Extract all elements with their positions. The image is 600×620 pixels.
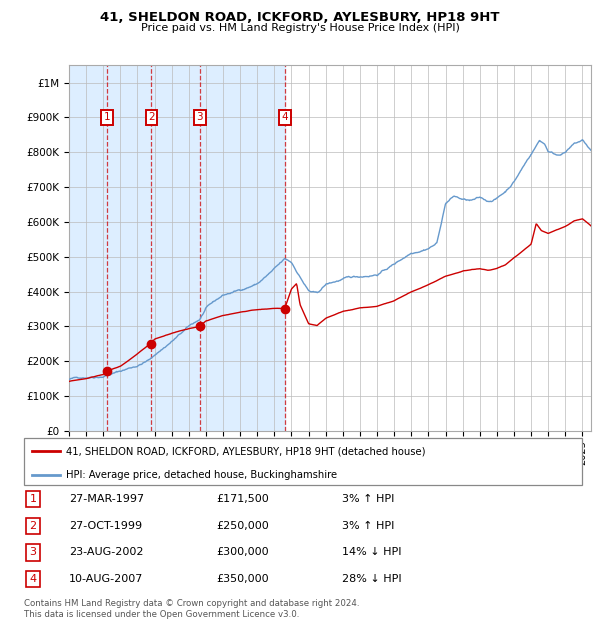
Text: 28% ↓ HPI: 28% ↓ HPI [342,574,401,584]
Text: £300,000: £300,000 [216,547,269,557]
Text: 14% ↓ HPI: 14% ↓ HPI [342,547,401,557]
Text: 1: 1 [29,494,37,504]
Text: 4: 4 [281,112,288,122]
Text: 3% ↑ HPI: 3% ↑ HPI [342,494,394,504]
Text: 41, SHELDON ROAD, ICKFORD, AYLESBURY, HP18 9HT (detached house): 41, SHELDON ROAD, ICKFORD, AYLESBURY, HP… [66,446,425,456]
Text: 3: 3 [29,547,37,557]
Text: 2: 2 [148,112,155,122]
Text: 1: 1 [104,112,110,122]
Text: £350,000: £350,000 [216,574,269,584]
Text: 10-AUG-2007: 10-AUG-2007 [69,574,143,584]
Text: 41, SHELDON ROAD, ICKFORD, AYLESBURY, HP18 9HT: 41, SHELDON ROAD, ICKFORD, AYLESBURY, HP… [100,11,500,24]
FancyBboxPatch shape [24,438,582,485]
Text: Contains HM Land Registry data © Crown copyright and database right 2024.
This d: Contains HM Land Registry data © Crown c… [24,600,359,619]
Text: 4: 4 [29,574,37,584]
Text: 23-AUG-2002: 23-AUG-2002 [69,547,143,557]
Text: 3% ↑ HPI: 3% ↑ HPI [342,521,394,531]
Text: 27-MAR-1997: 27-MAR-1997 [69,494,144,504]
Text: HPI: Average price, detached house, Buckinghamshire: HPI: Average price, detached house, Buck… [66,469,337,480]
Text: 2: 2 [29,521,37,531]
Text: Price paid vs. HM Land Registry's House Price Index (HPI): Price paid vs. HM Land Registry's House … [140,23,460,33]
Bar [69,65,285,431]
Text: 3: 3 [196,112,203,122]
Text: £250,000: £250,000 [216,521,269,531]
Text: £171,500: £171,500 [216,494,269,504]
Text: 27-OCT-1999: 27-OCT-1999 [69,521,142,531]
